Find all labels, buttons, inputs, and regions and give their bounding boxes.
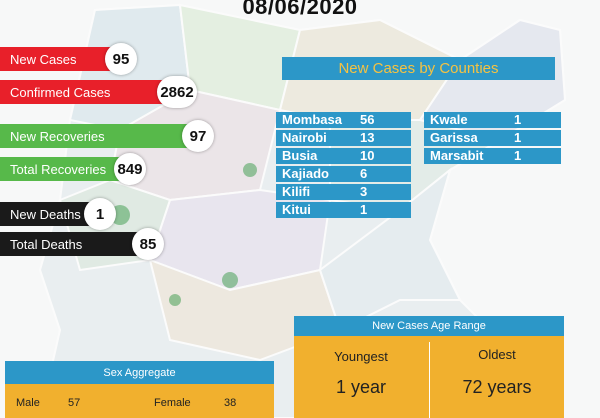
confirmed-cases-label: Confirmed Cases [10,84,111,100]
age-divider [429,342,430,418]
county-value: 56 [360,112,375,127]
county-name: Kajiado [282,166,329,181]
new-cases-label: New Cases [10,51,77,67]
new-recoveries-value: 97 [182,120,214,152]
male-value: 57 [68,397,81,409]
county-row: Kajiado 6 [276,166,411,182]
female-value: 38 [224,397,237,409]
county-row: Nairobi 13 [276,130,411,146]
county-value: 1 [514,112,522,127]
county-value: 3 [360,184,368,199]
youngest-value: 1 year [335,377,387,397]
total-deaths-value: 85 [132,228,164,260]
new-deaths-bar: New Deaths [0,202,100,226]
county-name: Garissa [430,130,478,145]
county-row: Garissa 1 [424,130,561,146]
county-value: 1 [514,148,522,163]
oldest-label: Oldest [478,347,516,362]
county-row: Kilifi 3 [276,184,411,200]
county-row: Mombasa 56 [276,112,411,128]
county-row: Marsabit 1 [424,148,561,164]
county-row: Busia 10 [276,148,411,164]
county-value: 6 [360,166,368,181]
county-name: Busia [282,148,318,163]
male-label: Male [16,397,40,409]
counties-title: New Cases by Counties [282,57,555,80]
new-cases-value: 95 [105,43,137,75]
county-name: Mombasa [282,112,342,127]
youngest-label: Youngest [334,349,388,364]
new-deaths-label: New Deaths [10,206,81,222]
county-name: Kwale [430,112,468,127]
confirmed-cases-value: 2862 [157,76,197,108]
county-row: Kwale 1 [424,112,561,128]
county-value: 10 [360,148,375,163]
oldest-value: 72 years [462,377,532,397]
new-recoveries-label: New Recoveries [10,128,105,144]
county-value: 1 [360,202,368,217]
county-name: Nairobi [282,130,327,145]
report-date: 08/06/2020 [242,0,358,19]
county-row: Kitui 1 [276,202,411,218]
county-value: 1 [514,130,522,145]
age-range-panel: Youngest 1 year Oldest 72 years [294,336,564,418]
county-name: Kitui [282,202,311,217]
sex-aggregate-panel: Male 57 Female 38 [5,384,274,418]
county-name: Kilifi [282,184,311,199]
sex-aggregate-title: Sex Aggregate [5,361,274,384]
female-label: Female [154,397,191,409]
total-deaths-bar: Total Deaths [0,232,155,256]
total-recoveries-label: Total Recoveries [10,161,107,177]
new-deaths-value: 1 [84,198,116,230]
total-deaths-label: Total Deaths [10,236,83,252]
age-range-title: New Cases Age Range [294,316,564,336]
county-value: 13 [360,130,375,145]
confirmed-cases-bar: Confirmed Cases [0,80,178,104]
county-name: Marsabit [430,148,484,163]
total-recoveries-value: 849 [114,153,146,185]
new-recoveries-bar: New Recoveries [0,124,200,148]
